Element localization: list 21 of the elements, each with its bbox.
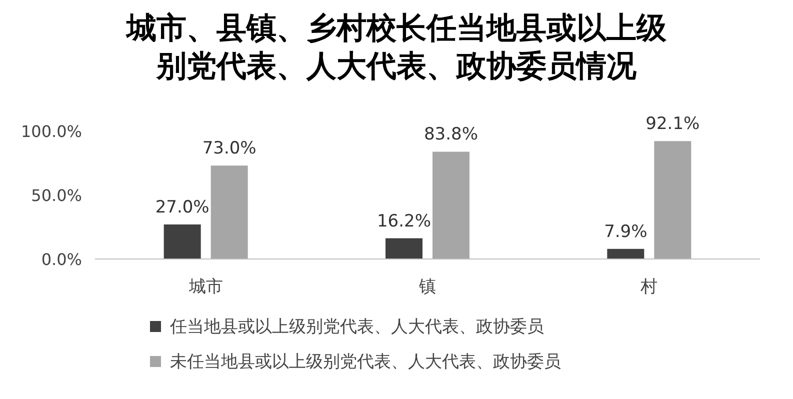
- data-label: 7.9%: [604, 222, 648, 242]
- data-label: 16.2%: [376, 211, 432, 232]
- data-label: 73.0%: [202, 138, 256, 159]
- data-label: 27.0%: [155, 197, 210, 218]
- bar: [654, 141, 692, 259]
- x-tick-label: 镇: [418, 277, 436, 297]
- bar: [607, 248, 644, 259]
- bar: [432, 152, 470, 259]
- y-tick-label: 0.0%: [41, 250, 82, 269]
- bar: [164, 224, 201, 259]
- chart-title: 城市、县镇、乡村校长任当地县或以上级别党代表、人大代表、政协委员情况: [124, 10, 668, 86]
- x-tick-label: 城市: [188, 277, 223, 297]
- data-label: 83.8%: [424, 124, 478, 145]
- y-tick-label: 50.0%: [31, 186, 82, 205]
- data-label: 92.1%: [646, 114, 700, 134]
- bar: [210, 166, 248, 259]
- legend-label: 任当地县或以上级别党代表、人大代表、政协委员: [169, 317, 544, 337]
- y-tick-label: 100.0%: [20, 122, 82, 141]
- bar: [386, 238, 422, 259]
- legend-label: 未任当地县或以上级别党代表、人大代表、政协委员: [170, 352, 561, 372]
- x-tick-label: 村: [640, 277, 658, 297]
